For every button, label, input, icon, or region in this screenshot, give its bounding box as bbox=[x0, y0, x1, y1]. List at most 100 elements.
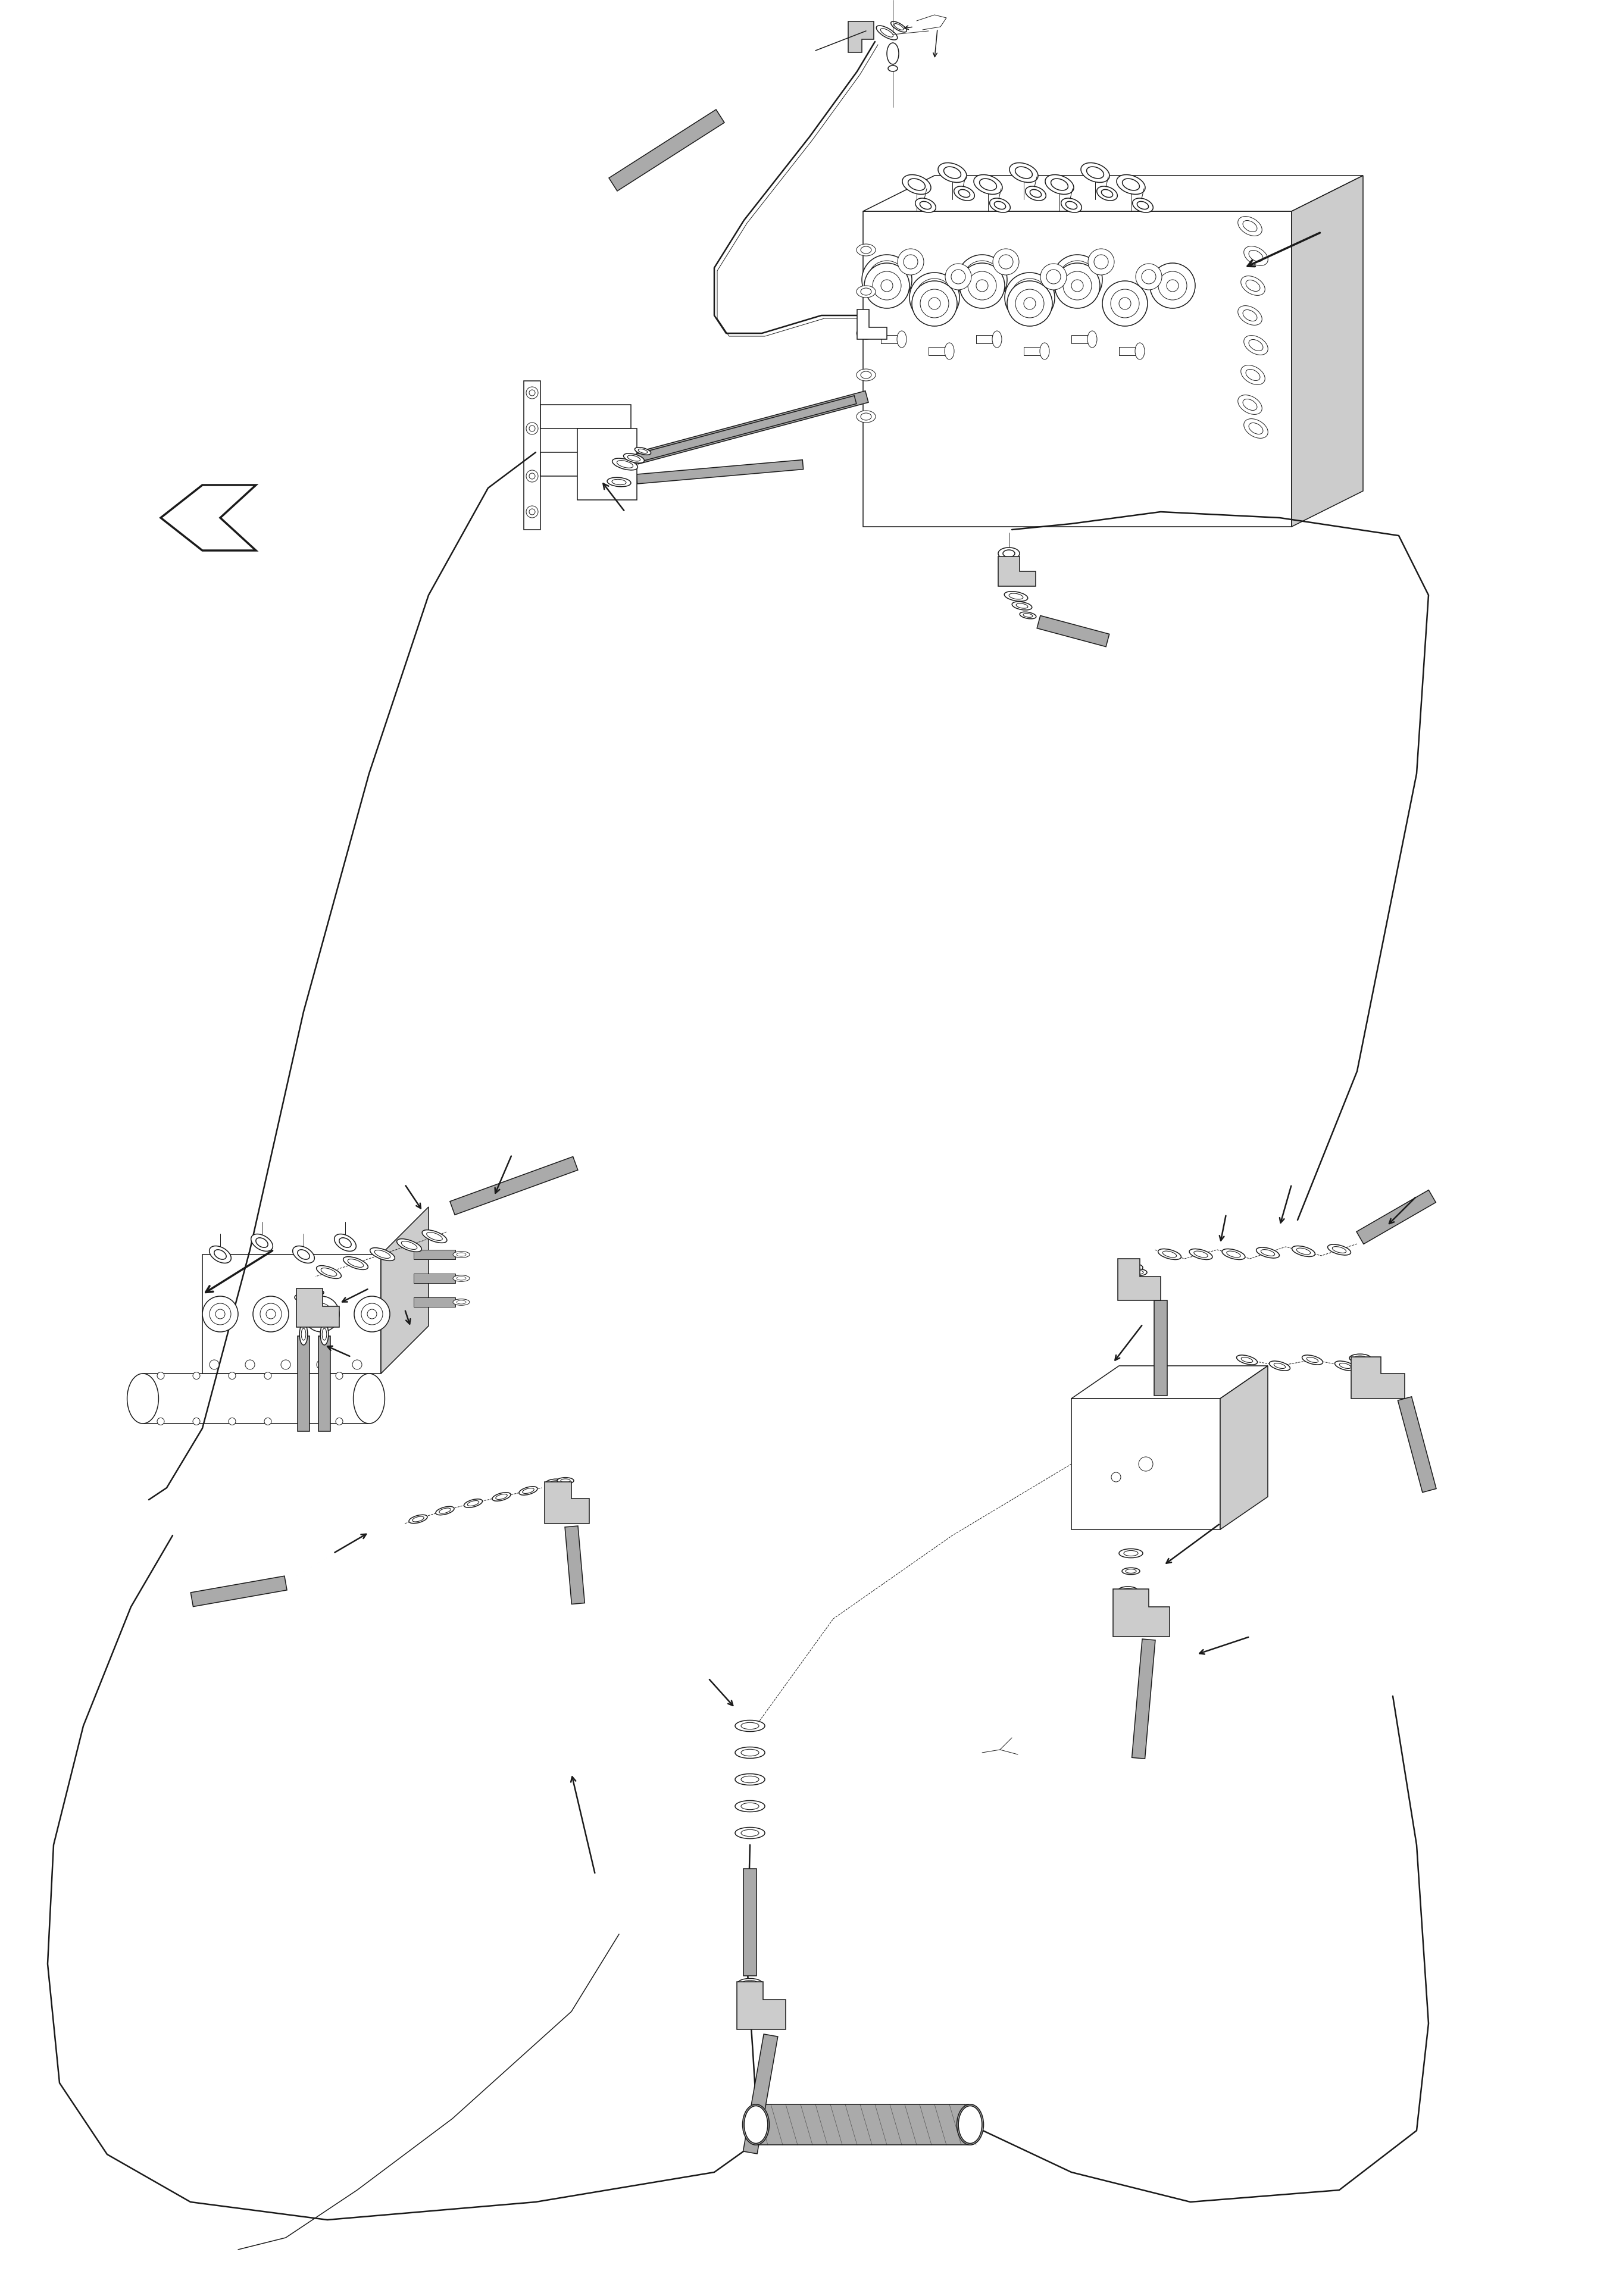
Ellipse shape bbox=[401, 1242, 417, 1249]
Ellipse shape bbox=[310, 1304, 333, 1325]
Ellipse shape bbox=[1025, 292, 1036, 303]
Polygon shape bbox=[999, 556, 1036, 585]
Ellipse shape bbox=[897, 331, 907, 347]
Ellipse shape bbox=[335, 1233, 356, 1251]
Ellipse shape bbox=[743, 2105, 768, 2144]
Ellipse shape bbox=[861, 287, 871, 296]
Ellipse shape bbox=[255, 1238, 268, 1247]
Ellipse shape bbox=[422, 1231, 448, 1242]
Ellipse shape bbox=[953, 186, 974, 200]
Ellipse shape bbox=[742, 1777, 760, 1782]
Polygon shape bbox=[1071, 335, 1092, 344]
Ellipse shape bbox=[202, 1297, 238, 1332]
Ellipse shape bbox=[1162, 1251, 1176, 1258]
Ellipse shape bbox=[1227, 1251, 1241, 1258]
Polygon shape bbox=[609, 110, 724, 191]
Ellipse shape bbox=[1081, 163, 1110, 181]
Polygon shape bbox=[414, 1274, 456, 1283]
Polygon shape bbox=[737, 1981, 785, 2030]
Ellipse shape bbox=[452, 1274, 470, 1281]
Ellipse shape bbox=[923, 285, 947, 310]
Ellipse shape bbox=[890, 21, 907, 32]
Polygon shape bbox=[929, 347, 949, 356]
Ellipse shape bbox=[1041, 264, 1067, 289]
Ellipse shape bbox=[267, 1309, 276, 1318]
Ellipse shape bbox=[1047, 269, 1060, 285]
Polygon shape bbox=[743, 1869, 756, 1977]
Polygon shape bbox=[1398, 1396, 1437, 1492]
Polygon shape bbox=[1351, 1357, 1404, 1398]
Ellipse shape bbox=[963, 262, 1002, 298]
Ellipse shape bbox=[546, 1479, 567, 1488]
Ellipse shape bbox=[1088, 248, 1115, 276]
Ellipse shape bbox=[1052, 255, 1102, 305]
Ellipse shape bbox=[452, 1251, 470, 1258]
Polygon shape bbox=[1113, 1589, 1170, 1637]
Ellipse shape bbox=[436, 1506, 454, 1515]
Ellipse shape bbox=[299, 1322, 307, 1345]
Ellipse shape bbox=[1332, 1247, 1346, 1254]
Ellipse shape bbox=[549, 1481, 562, 1486]
Ellipse shape bbox=[957, 255, 1007, 305]
Ellipse shape bbox=[528, 390, 535, 395]
Ellipse shape bbox=[519, 1486, 538, 1495]
Ellipse shape bbox=[1025, 298, 1036, 310]
Ellipse shape bbox=[743, 1979, 758, 1986]
Ellipse shape bbox=[1354, 1357, 1366, 1359]
Ellipse shape bbox=[735, 1828, 764, 1839]
Ellipse shape bbox=[299, 1295, 314, 1300]
Polygon shape bbox=[545, 1481, 590, 1525]
Ellipse shape bbox=[192, 1419, 200, 1426]
Ellipse shape bbox=[464, 1499, 483, 1508]
Ellipse shape bbox=[1065, 202, 1078, 209]
Ellipse shape bbox=[876, 25, 897, 39]
Ellipse shape bbox=[881, 273, 892, 285]
Ellipse shape bbox=[861, 331, 871, 338]
Ellipse shape bbox=[215, 1309, 225, 1318]
Polygon shape bbox=[202, 1254, 381, 1373]
Ellipse shape bbox=[889, 67, 897, 71]
Ellipse shape bbox=[1004, 592, 1028, 602]
Ellipse shape bbox=[493, 1492, 511, 1502]
Ellipse shape bbox=[1244, 335, 1269, 356]
Ellipse shape bbox=[911, 280, 957, 326]
Ellipse shape bbox=[742, 1830, 760, 1837]
Polygon shape bbox=[414, 1249, 456, 1258]
Ellipse shape bbox=[612, 480, 625, 484]
Ellipse shape bbox=[861, 413, 871, 420]
Ellipse shape bbox=[1005, 273, 1055, 321]
Ellipse shape bbox=[952, 269, 965, 285]
Ellipse shape bbox=[1065, 269, 1089, 292]
Ellipse shape bbox=[739, 1979, 761, 1988]
Ellipse shape bbox=[1026, 186, 1046, 200]
Ellipse shape bbox=[317, 1309, 326, 1318]
Ellipse shape bbox=[440, 1508, 451, 1513]
Ellipse shape bbox=[1055, 264, 1100, 308]
Polygon shape bbox=[1154, 1300, 1167, 1396]
Ellipse shape bbox=[624, 452, 645, 464]
Ellipse shape bbox=[317, 1265, 341, 1279]
Ellipse shape bbox=[398, 1240, 422, 1251]
Polygon shape bbox=[863, 211, 1291, 526]
Ellipse shape bbox=[1167, 280, 1178, 292]
Ellipse shape bbox=[910, 273, 960, 321]
Ellipse shape bbox=[157, 1419, 165, 1426]
Ellipse shape bbox=[958, 191, 970, 197]
Polygon shape bbox=[381, 1208, 428, 1373]
Ellipse shape bbox=[409, 1515, 427, 1522]
Ellipse shape bbox=[742, 1802, 760, 1809]
Ellipse shape bbox=[735, 1720, 764, 1731]
Ellipse shape bbox=[527, 471, 538, 482]
Ellipse shape bbox=[1130, 1270, 1147, 1277]
Ellipse shape bbox=[958, 2105, 983, 2144]
Ellipse shape bbox=[887, 44, 898, 64]
Ellipse shape bbox=[1307, 1357, 1319, 1362]
Ellipse shape bbox=[452, 1300, 470, 1306]
Ellipse shape bbox=[1244, 418, 1269, 439]
Ellipse shape bbox=[1004, 551, 1015, 558]
Ellipse shape bbox=[1243, 400, 1257, 411]
Ellipse shape bbox=[260, 1304, 281, 1325]
Ellipse shape bbox=[265, 1419, 271, 1426]
Ellipse shape bbox=[1062, 197, 1081, 214]
Ellipse shape bbox=[915, 197, 936, 214]
